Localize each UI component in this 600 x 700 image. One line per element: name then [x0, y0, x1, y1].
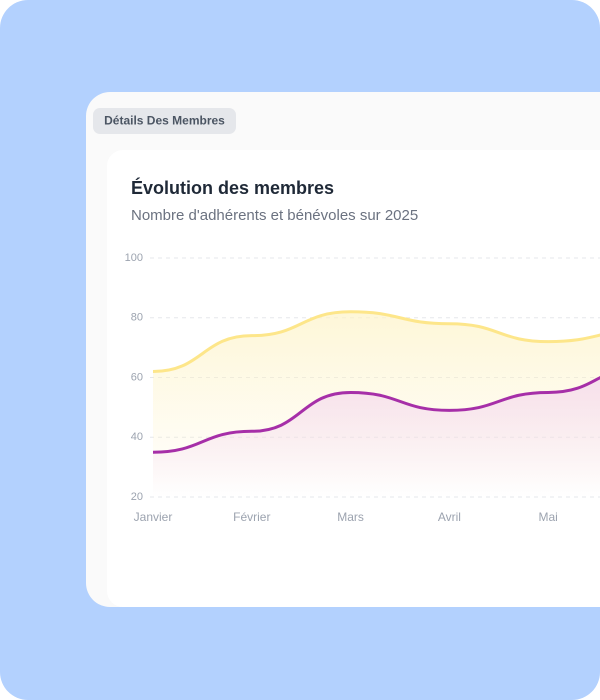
chart-subtitle: Nombre d'adhérents et bénévoles sur 2025	[131, 207, 418, 224]
y-tick-label: 100	[125, 252, 143, 264]
x-tick-label: Février	[233, 510, 270, 524]
line	[152, 376, 600, 454]
area	[153, 377, 600, 497]
plot: 20 40 60 80 100 Janvier Février Mars Avril Mai	[125, 252, 600, 524]
x-tick-label: Mai	[539, 510, 558, 524]
badge-label: Détails Des Membres	[104, 114, 225, 128]
x-tick-label: Janvier	[134, 510, 173, 524]
chart-title: Évolution des membres	[131, 177, 334, 198]
badge	[93, 108, 236, 134]
y-tick-label: 40	[131, 431, 143, 443]
y-tick-label: 80	[131, 312, 143, 324]
y-tick-label: 60	[131, 371, 143, 383]
x-tick-label: Mars	[337, 510, 364, 524]
y-tick-label: 20	[131, 491, 143, 503]
line	[152, 310, 600, 374]
x-tick-label: Avril	[438, 510, 461, 524]
